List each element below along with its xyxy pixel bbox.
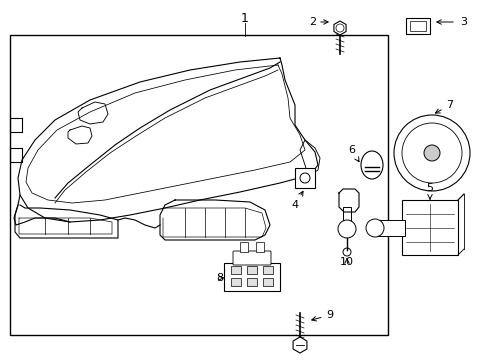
Circle shape (342, 248, 350, 256)
Text: 8: 8 (216, 273, 223, 283)
Circle shape (423, 145, 439, 161)
Text: 7: 7 (434, 100, 453, 113)
Text: 3: 3 (459, 17, 466, 27)
Bar (230, 278, 241, 286)
Bar (263, 278, 272, 286)
Polygon shape (160, 200, 269, 240)
Circle shape (299, 173, 309, 183)
Text: 5: 5 (426, 183, 433, 199)
Bar (240, 242, 247, 252)
Bar (263, 266, 272, 274)
Text: 6: 6 (348, 145, 358, 162)
Text: 4: 4 (291, 191, 303, 210)
Bar (230, 266, 241, 274)
Bar (401, 200, 457, 255)
Bar (246, 266, 257, 274)
Text: 1: 1 (241, 12, 248, 24)
Bar (256, 242, 264, 252)
Bar (224, 263, 280, 291)
Circle shape (337, 220, 355, 238)
Bar (376, 220, 404, 236)
Circle shape (335, 24, 343, 32)
Polygon shape (18, 58, 317, 222)
Bar (405, 18, 429, 34)
Circle shape (365, 219, 383, 237)
Text: 10: 10 (339, 257, 353, 267)
FancyBboxPatch shape (232, 251, 270, 265)
Circle shape (393, 115, 469, 191)
Ellipse shape (360, 151, 382, 179)
Bar (246, 278, 257, 286)
Bar (10, 35, 387, 335)
Bar (294, 168, 314, 188)
Circle shape (401, 123, 461, 183)
Bar (342, 207, 350, 222)
Polygon shape (15, 205, 118, 238)
Polygon shape (338, 189, 358, 212)
Text: 9: 9 (311, 310, 333, 321)
Text: 2: 2 (308, 17, 315, 27)
Bar (409, 21, 425, 31)
